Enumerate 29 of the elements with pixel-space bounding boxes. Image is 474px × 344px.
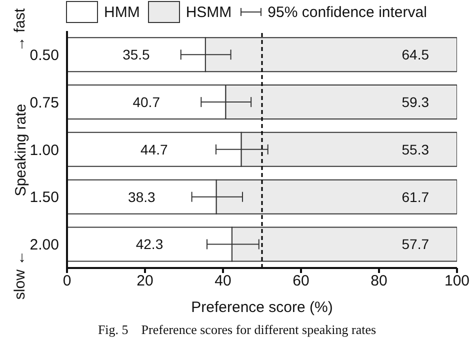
data-label: 57.7 xyxy=(402,236,430,252)
x-axis-title: Preference score (%) xyxy=(191,299,333,316)
x-tick-label: 40 xyxy=(214,272,232,290)
x-tick-label: 20 xyxy=(136,272,154,290)
data-label: 35.5 xyxy=(122,46,150,63)
x-tick-label: 0 xyxy=(62,272,72,290)
legend-label: HMM xyxy=(104,4,140,20)
data-label: 40.7 xyxy=(132,94,160,110)
data-label: 55.3 xyxy=(402,141,430,158)
x-tick-label: 100 xyxy=(444,272,470,290)
y-tick-label: 0.75 xyxy=(30,94,59,112)
data-label: 44.7 xyxy=(140,141,168,158)
y-tick-label: 1.00 xyxy=(30,142,59,159)
legend-label: HSMM xyxy=(186,4,232,20)
x-tick-label: 80 xyxy=(370,272,388,290)
text: slow ← xyxy=(12,250,29,300)
y-tick-label: 1.50 xyxy=(30,189,59,206)
text: 95% confidence interval xyxy=(268,4,427,20)
y-tick-label: 0.50 xyxy=(30,47,59,64)
y-axis-title: Speaking rate xyxy=(12,104,30,196)
caption: Fig. 5 Preference scores for different speaking rates xyxy=(96,322,378,338)
data-label: 59.3 xyxy=(402,94,430,110)
data-label: 38.3 xyxy=(128,188,156,205)
data-label: 42.3 xyxy=(136,236,164,252)
y-tick-label: 2.00 xyxy=(30,236,59,254)
text: → fast xyxy=(12,8,30,52)
data-label: 61.7 xyxy=(402,188,430,205)
x-tick-label: 60 xyxy=(292,272,310,290)
data-label: 64.5 xyxy=(402,46,430,63)
